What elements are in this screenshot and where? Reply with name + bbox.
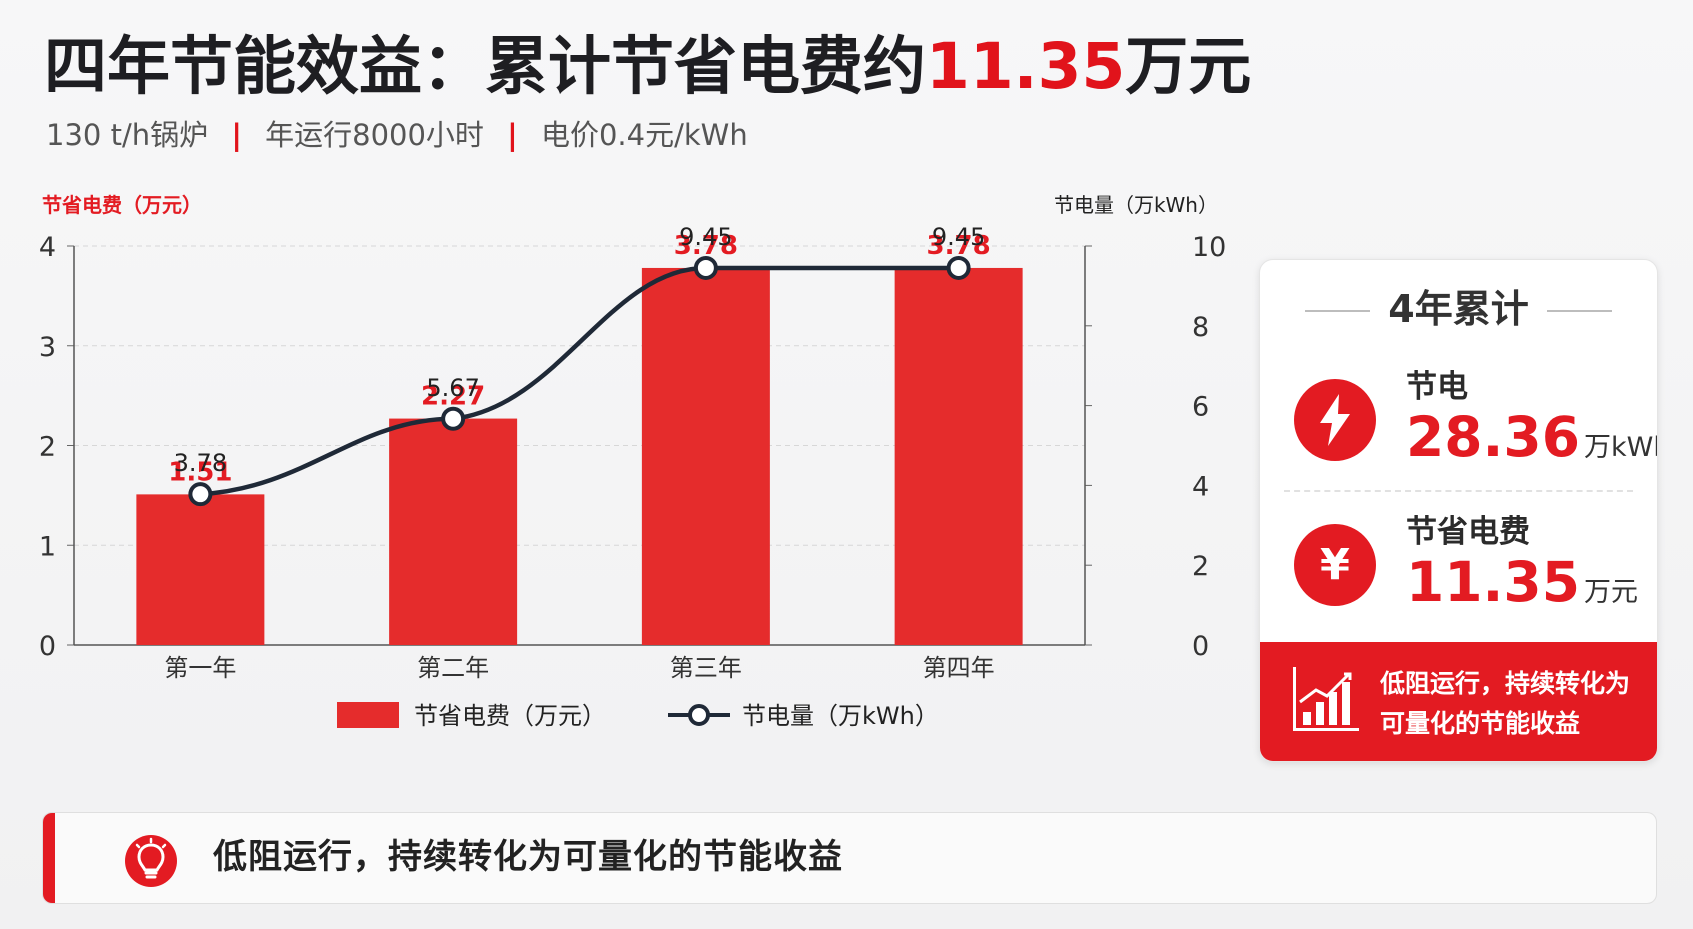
line-value-label-2: 5.67 — [426, 374, 479, 402]
energy-saving-line — [198, 265, 961, 497]
left-tick-label: 2 — [39, 432, 56, 463]
legend-bar-swatch — [337, 702, 399, 728]
lightbulb-icon — [125, 835, 177, 887]
lightbulb-icon-svg — [135, 837, 167, 879]
summary-divider — [1284, 490, 1633, 492]
right-tick-label: 4 — [1192, 471, 1209, 502]
summary-title: 4年累计 — [1260, 286, 1657, 332]
x-category-label-4: 第四年 — [923, 654, 995, 682]
left-tick-label: 0 — [39, 631, 56, 662]
subtitle-item-runtime: 年运行8000小时 — [265, 118, 484, 152]
summary-metric-unit: 万元 — [1583, 577, 1638, 608]
x-category-label-1: 第一年 — [164, 654, 236, 682]
summary-footer: 低阻运行，持续转化为可量化的节能收益 — [1260, 642, 1657, 761]
right-tick-label: 8 — [1192, 312, 1209, 343]
yen-icon: ¥ — [1294, 524, 1376, 606]
line-value-label-4: 9.45 — [932, 223, 985, 251]
summary-metric-cost: ¥ 节省电费 11.35 万元 — [1294, 513, 1638, 618]
summary-metric-value: 28.36万kWh — [1406, 405, 1657, 479]
summary-metric-number: 28.36 — [1406, 405, 1580, 469]
right-axis-label: 节电量（万kWh） — [1054, 193, 1218, 217]
line-point-1 — [188, 482, 213, 507]
line-point-2 — [441, 406, 466, 431]
right-tick-label: 0 — [1192, 631, 1209, 662]
legend-line-label: 节电量（万kWh） — [742, 702, 939, 730]
right-tick-label: 10 — [1192, 232, 1226, 263]
left-tick-label: 3 — [39, 332, 56, 363]
title-prefix: 四年节能效益：累计节省电费约 — [44, 30, 926, 103]
chart-container: 节省电费（万元） 节电量（万kWh） 0 1 2 3 4 0 2 4 6 8 10 1.51 第一年 2.27… — [0, 190, 1240, 810]
subtitle-item-price: 电价0.4元/kWh — [540, 118, 748, 152]
lightning-icon — [1294, 379, 1376, 461]
subtitle-separator: | — [231, 118, 242, 152]
subtitle-separator: | — [507, 118, 518, 152]
summary-footer-text: 低阻运行，持续转化为可量化的节能收益 — [1380, 669, 1631, 738]
line-value-label-3: 9.45 — [679, 223, 732, 251]
summary-metric-unit: 万kWh — [1583, 432, 1657, 463]
right-tick-label: 6 — [1192, 392, 1209, 423]
bar-savings-1 — [136, 494, 265, 645]
x-category-label-2: 第二年 — [417, 654, 489, 682]
legend-bar-label: 节省电费（万元） — [414, 702, 606, 730]
summary-metric-number: 11.35 — [1406, 550, 1580, 614]
title-suffix: 万元 — [1125, 30, 1252, 103]
summary-metric-electricity: 节电 28.36万kWh — [1294, 368, 1657, 473]
bar-value-label-2: 2.27 — [421, 382, 485, 412]
title-value: 11.35 — [926, 30, 1126, 103]
right-tick-label: 2 — [1192, 551, 1209, 582]
bar-chart-icon — [1293, 667, 1359, 731]
bar-savings-2 — [389, 418, 518, 645]
summary-metric-value: 11.35 万元 — [1406, 551, 1638, 624]
line-value-label-1: 3.78 — [174, 449, 227, 477]
x-category-label-3: 第三年 — [670, 654, 742, 682]
summary-card: 4年累计 节电 28.36万kWh ¥ 节省电费 11.35万元 — [1259, 259, 1658, 762]
bar-savings-4 — [894, 267, 1023, 645]
left-axis-label: 节省电费（万元） — [42, 193, 202, 217]
lightning-icon-svg — [1320, 394, 1350, 446]
line-point-3 — [693, 255, 718, 280]
combo-chart: 节省电费（万元） 节电量（万kWh） 0 1 2 3 4 0 2 4 6 8 10 1.51 第一年 2.27… — [0, 190, 1240, 810]
page-subtitle: 130 t/h锅炉 | 年运行8000小时 | 电价0.4元/kWh — [46, 115, 748, 155]
left-tick-label: 4 — [39, 232, 56, 263]
summary-metric-label: 节电 — [1406, 369, 1468, 405]
left-tick-label: 1 — [39, 531, 56, 562]
page-title: 四年节能效益：累计节省电费约11.35万元 — [44, 28, 1251, 106]
summary-metric-label: 节省电费 — [1406, 514, 1530, 550]
subtitle-item-boiler: 130 t/h锅炉 — [46, 118, 209, 152]
bottom-banner: 低阻运行，持续转化为可量化的节能收益 — [42, 812, 1657, 904]
bar-savings-3 — [641, 267, 770, 645]
line-point-4 — [946, 255, 971, 280]
chart-svg: 节省电费（万元） 节电量（万kWh）0123402468101.51第一年2.27… — [39, 193, 1227, 730]
banner-text: 低阻运行，持续转化为可量化的节能收益 — [213, 837, 843, 877]
legend-line-marker — [688, 704, 710, 726]
